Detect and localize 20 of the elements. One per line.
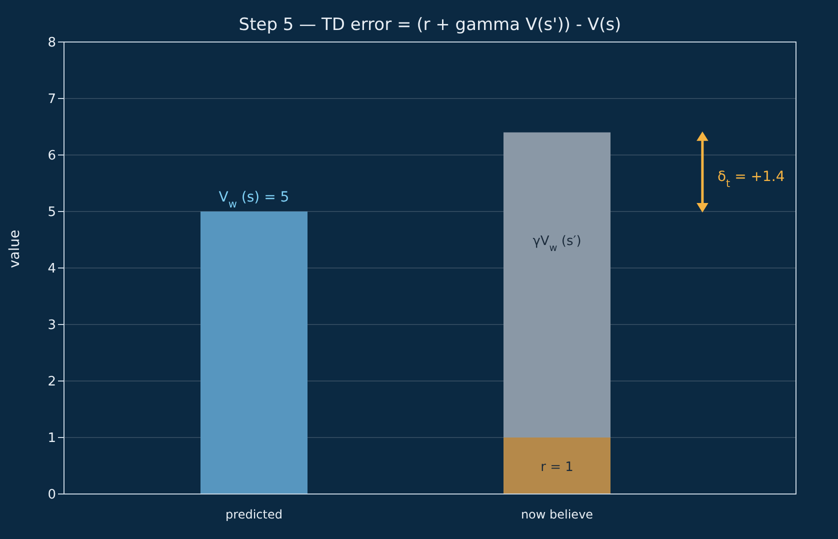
y-tick-label: 4 (48, 262, 56, 277)
y-tick-label: 1 (48, 431, 56, 446)
y-tick-label: 2 (48, 374, 56, 390)
y-tick-label: 8 (48, 36, 56, 51)
chart-title: Step 5 — TD error = (r + gamma V(s')) - V(s) (238, 15, 622, 35)
x-tick-label: now believe (520, 508, 594, 522)
annotation: δ$_{t}$ = +1.4 (717, 168, 785, 190)
y-tick-label: 6 (48, 148, 56, 164)
y-axis-title: value (6, 230, 23, 268)
annotation: γV$_{w}$(s′) (532, 234, 582, 254)
x-tick-label: predicted (226, 508, 282, 522)
y-tick-label: 3 (48, 318, 56, 334)
bar (200, 212, 308, 494)
y-tick-label: 7 (48, 92, 56, 108)
bar (504, 132, 610, 438)
bar (504, 438, 610, 494)
y-tick-label: 5 (48, 205, 56, 220)
annotation: r = 1 (540, 460, 574, 475)
y-tick-label: 0 (48, 488, 56, 503)
annotation: V$_{w}$(s) = 5 (218, 190, 290, 210)
